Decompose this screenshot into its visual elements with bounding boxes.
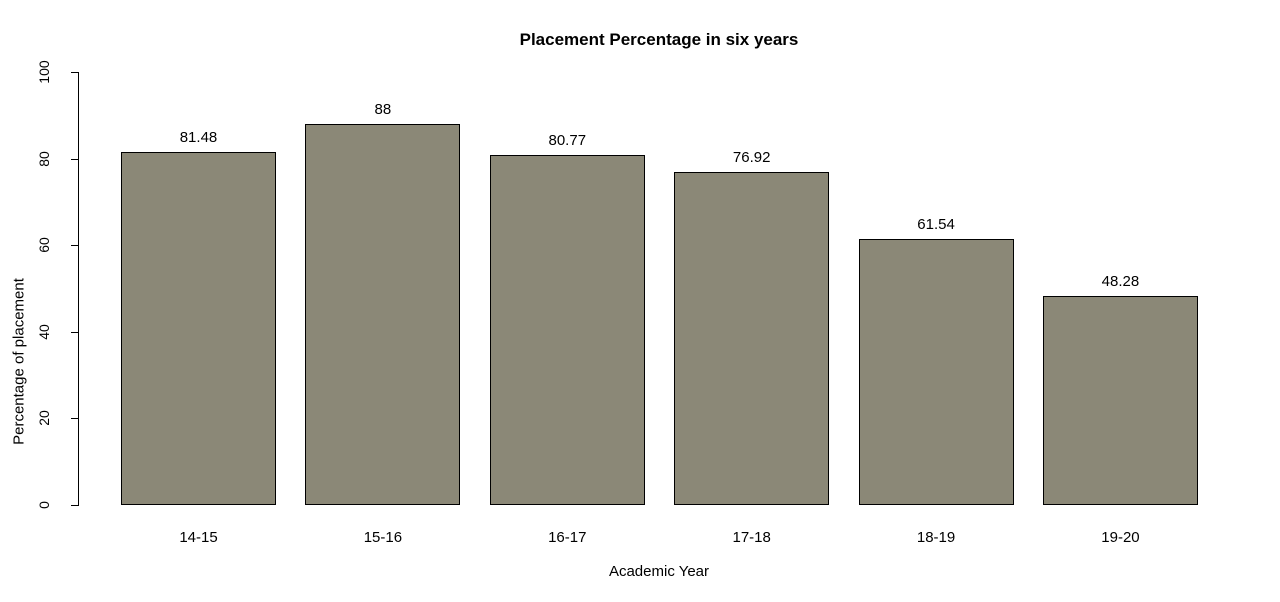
bar-value-label: 81.48 (179, 129, 218, 147)
y-axis: Percentage of placement 0 20 40 60 80 100 (0, 60, 78, 509)
chart-title: Placement Percentage in six years (519, 30, 799, 49)
y-axis-line (78, 72, 79, 506)
y-tick-label: 40 (36, 324, 52, 340)
bar-slot: 48.28 19-20 (1042, 72, 1198, 546)
y-tick-mark (71, 331, 78, 333)
y-tick-mark (71, 158, 78, 160)
y-tick-mark (71, 72, 78, 73)
x-axis-title: Academic Year (608, 563, 710, 580)
bar-slot: 81.48 14-15 (121, 72, 276, 546)
x-tick-label: 16-17 (548, 529, 587, 546)
y-tick-mark (71, 505, 78, 506)
plot-area: 81.48 14-15 88 15-16 80.77 16-17 76.92 17-18 61.… (79, 72, 1240, 546)
bar-value-label: 88 (374, 100, 392, 118)
bar: 48.28 (1042, 273, 1198, 505)
x-tick-label: 15-16 (363, 529, 403, 546)
bar-slot: 61.54 18-19 (858, 72, 1014, 546)
bar: 88 (305, 101, 461, 505)
y-tick-mark (71, 418, 78, 420)
bar-value-label: 48.28 (1101, 272, 1140, 290)
y-tick-label: 80 (36, 150, 52, 167)
x-tick-label: 14-15 (179, 529, 218, 546)
bar: 76.92 (674, 149, 830, 505)
y-tick-label: 0 (36, 501, 52, 509)
bar-slot: 80.77 16-17 (489, 72, 645, 546)
x-tick-label: 17-18 (732, 529, 771, 546)
bar: 61.54 (858, 216, 1014, 505)
x-tick-label: 19-20 (1101, 529, 1140, 546)
y-tick-label: 20 (36, 410, 52, 427)
bar-value-label: 76.92 (732, 148, 771, 166)
y-axis-title: Percentage of placement (10, 278, 28, 445)
bar: 81.48 (121, 129, 276, 505)
bar-value-label: 61.54 (917, 215, 955, 233)
bar-value-label: 80.77 (548, 132, 587, 150)
bar-slot: 88 15-16 (305, 72, 461, 546)
y-tick-label: 60 (36, 237, 52, 253)
bar: 80.77 (489, 132, 645, 505)
y-tick-mark (71, 245, 78, 247)
x-tick-label: 18-19 (916, 529, 956, 546)
y-tick-label: 100 (36, 60, 52, 84)
bar-slot: 76.92 17-18 (674, 72, 830, 546)
